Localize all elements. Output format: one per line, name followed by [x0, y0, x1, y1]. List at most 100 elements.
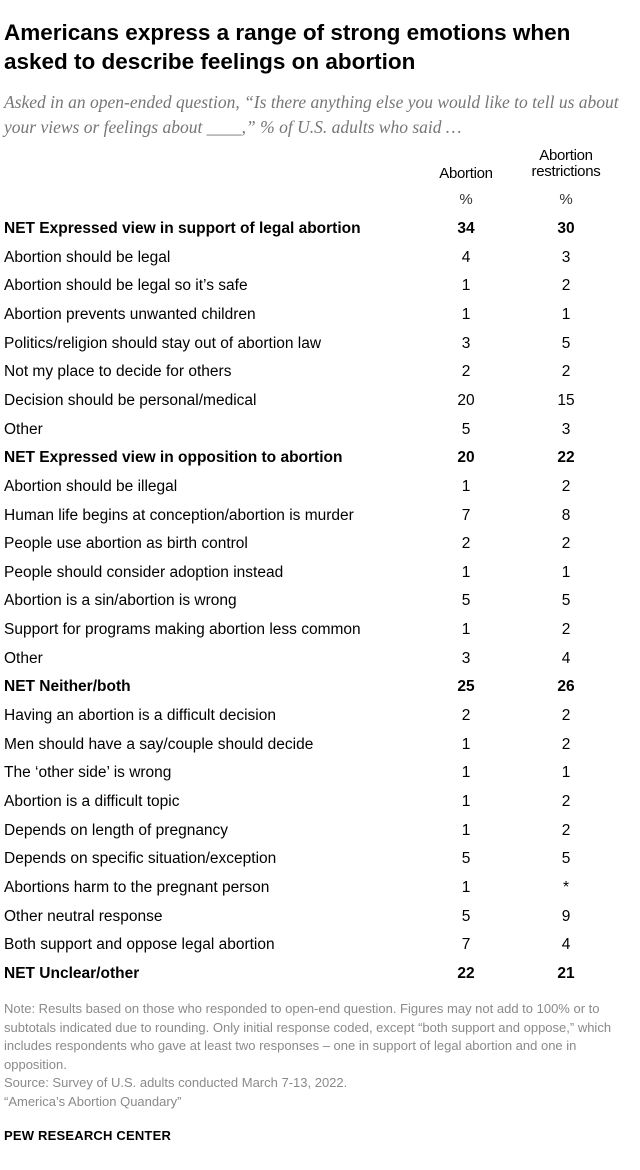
row-label: Abortions harm to the pregnant person: [4, 878, 270, 896]
value-abortion: 1: [461, 793, 471, 810]
row-label: Men should have a say/couple should deci…: [4, 735, 314, 753]
value-abortion-restrictions: 2: [561, 821, 571, 839]
value-abortion: 5: [461, 420, 471, 438]
value-abortion: 1: [461, 878, 471, 896]
row-label: Support for programs making abortion les…: [4, 621, 361, 639]
row-label: Abortion is a sin/abortion is wrong: [4, 592, 237, 610]
table-row: Having an abortion is a difficult decisi…: [0, 705, 640, 729]
value-abortion-restrictions: 3: [561, 248, 571, 266]
value-abortion: 5: [461, 907, 471, 925]
value-abortion: 34: [457, 220, 475, 237]
row-label: Other: [4, 649, 43, 667]
row-label: Decision should be personal/medical: [4, 391, 257, 409]
value-abortion: 3: [461, 649, 471, 667]
value-abortion: 1: [461, 477, 471, 495]
row-label: Depends on length of pregnancy: [4, 821, 229, 839]
table-row: Support for programs making abortion les…: [0, 619, 640, 643]
unit-label-abortion: %: [459, 191, 473, 208]
table-row: People use abortion as birth control 2 2: [0, 533, 640, 557]
value-abortion-restrictions: 30: [557, 220, 575, 237]
row-label: Abortion should be legal so it’s safe: [4, 277, 248, 295]
value-abortion: 7: [461, 936, 471, 954]
value-abortion-restrictions: 1: [561, 563, 571, 581]
value-abortion-restrictions: 2: [561, 477, 571, 495]
row-label: Abortion prevents unwanted children: [4, 305, 256, 323]
report-title: “America’s Abortion Quandary”: [4, 1093, 182, 1109]
value-abortion-restrictions: 26: [557, 678, 575, 696]
value-abortion-restrictions: 4: [561, 936, 571, 954]
value-abortion: 1: [461, 735, 471, 753]
value-abortion-restrictions: 5: [561, 850, 571, 868]
value-abortion-restrictions: 3: [561, 420, 571, 438]
row-label: Politics/religion should stay out of abo…: [4, 334, 322, 352]
table-row: Human life begins at conception/abortion…: [0, 505, 640, 529]
row-label: Human life begins at conception/abortion…: [4, 506, 354, 524]
unit-label-restrictions: %: [559, 191, 573, 208]
value-abortion: 2: [461, 363, 471, 381]
table-row: Other neutral response 5 9: [0, 906, 640, 930]
value-abortion-restrictions: 5: [561, 592, 571, 610]
value-abortion-restrictions: 4: [561, 649, 571, 667]
table-row: The ‘other side’ is wrong 1 1: [0, 762, 640, 786]
row-label: Not my place to decide for others: [4, 363, 232, 381]
row-label: NET Expressed view in opposition to abor…: [4, 449, 343, 467]
table-row: Abortion should be legal so it’s safe 1 2: [0, 275, 640, 299]
value-abortion: 20: [457, 391, 475, 409]
value-abortion: 22: [457, 964, 475, 982]
column-header-abortion: Abortion: [426, 166, 506, 182]
note-text: Note: Results based on those who respond…: [4, 1001, 612, 1072]
value-abortion: 2: [461, 707, 471, 725]
table-row: Abortion is a difficult topic 1 2: [0, 791, 640, 815]
table-row: Abortion should be illegal 1 2: [0, 476, 640, 500]
row-label: Abortion is a difficult topic: [4, 793, 180, 810]
value-abortion: 5: [461, 592, 471, 610]
value-abortion: 5: [461, 850, 471, 868]
row-label: Depends on specific situation/exception: [4, 850, 277, 868]
table-row: Men should have a say/couple should deci…: [0, 734, 640, 758]
table-row: Other 5 3: [0, 419, 640, 443]
notes-section: Note: Results based on those who respond…: [4, 1000, 632, 1111]
row-label: Other neutral response: [4, 907, 163, 925]
value-abortion-restrictions: 1: [561, 764, 571, 782]
value-abortion: 20: [457, 449, 475, 467]
table-row: Abortion prevents unwanted children 1 1: [0, 304, 640, 328]
value-abortion: 1: [461, 621, 471, 639]
row-label: People should consider adoption instead: [4, 563, 284, 581]
value-abortion: 1: [461, 305, 471, 323]
value-abortion-restrictions: 22: [557, 449, 575, 467]
value-abortion-restrictions: 1: [561, 305, 571, 323]
table-row: Abortion should be legal 4 3: [0, 247, 640, 271]
value-abortion: 1: [461, 821, 471, 839]
value-abortion-restrictions: 21: [557, 964, 575, 982]
row-label: Abortion should be legal: [4, 248, 171, 266]
column-header-restrictions: Abortion restrictions: [516, 148, 616, 180]
value-abortion-restrictions: 9: [561, 907, 571, 925]
table-row: Depends on specific situation/exception 5…: [0, 848, 640, 872]
row-label: NET Neither/both: [4, 678, 131, 696]
value-abortion: 4: [461, 248, 471, 266]
value-abortion: 7: [461, 506, 471, 524]
chart-title: Americans express a range of strong emot…: [4, 20, 571, 74]
row-label: NET Expressed view in support of legal a…: [4, 220, 361, 237]
table-row: People should consider adoption instead 1…: [0, 562, 640, 586]
column-header-restrictions-line2: restrictions: [531, 163, 601, 180]
table-row: Abortions harm to the pregnant person 1 *: [0, 877, 640, 901]
table-row: Both support and oppose legal abortion 7 4: [0, 934, 640, 958]
table-row: Depends on length of pregnancy 1 2: [0, 820, 640, 844]
row-label: Having an abortion is a difficult decisi…: [4, 707, 276, 725]
net-row: NET Expressed view in support of legal a…: [0, 218, 640, 242]
table-row: Politics/religion should stay out of abo…: [0, 333, 640, 357]
value-abortion-restrictions: 2: [561, 793, 571, 810]
net-row: NET Neither/both 25 26: [0, 676, 640, 700]
value-abortion-restrictions: *: [562, 878, 570, 896]
row-label: Abortion should be illegal: [4, 477, 178, 495]
chart-subtitle: Asked in an open-ended question, “Is the…: [4, 92, 619, 137]
value-abortion: 1: [461, 764, 471, 782]
row-label: Other: [4, 420, 43, 438]
value-abortion-restrictions: 8: [561, 506, 571, 524]
net-row: NET Unclear/other 22 21: [0, 963, 640, 987]
table-row: Decision should be personal/medical 20 15: [0, 390, 640, 414]
value-abortion-restrictions: 2: [561, 535, 571, 553]
value-abortion: 3: [461, 334, 471, 352]
value-abortion-restrictions: 2: [561, 707, 571, 725]
